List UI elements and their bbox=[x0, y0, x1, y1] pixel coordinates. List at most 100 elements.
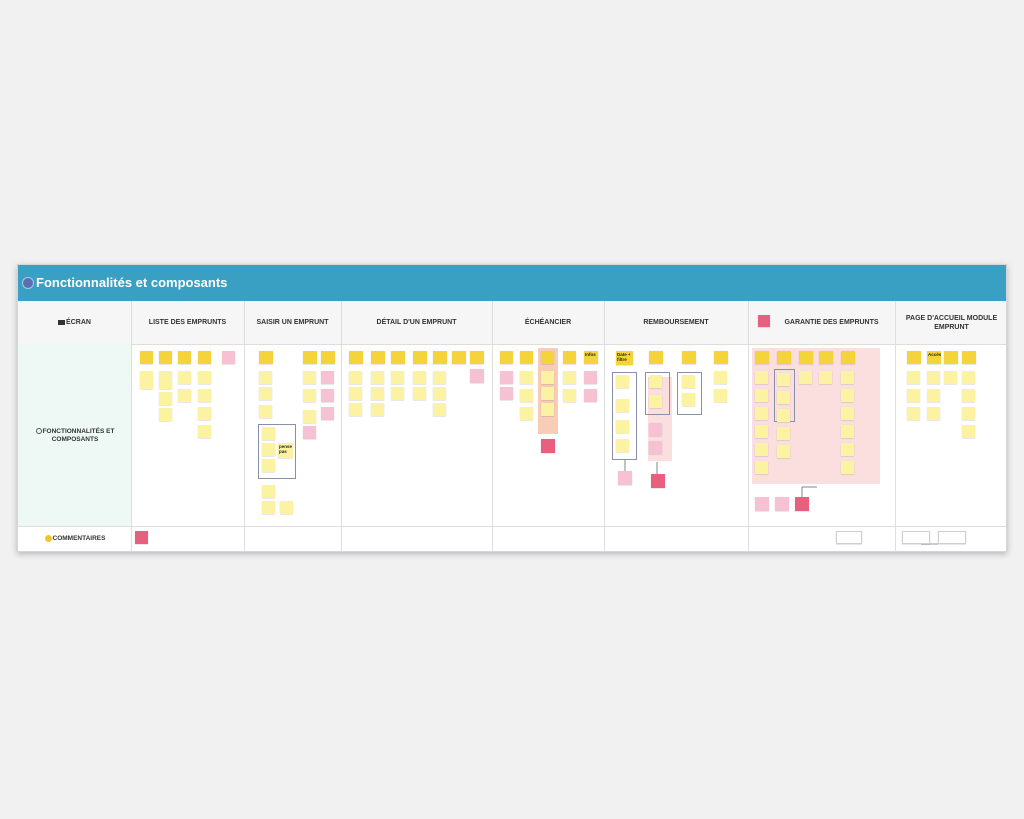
sticky-note bbox=[349, 387, 362, 400]
sticky-note bbox=[819, 351, 833, 364]
sticky-note bbox=[841, 351, 855, 364]
sticky-note bbox=[303, 426, 316, 439]
sticky-note bbox=[755, 351, 769, 364]
sticky-note bbox=[682, 375, 695, 388]
column-divider bbox=[244, 301, 245, 551]
sticky-note bbox=[649, 375, 662, 388]
board-title: Fonctionnalités et composants bbox=[36, 275, 228, 290]
column-header-garantie: GARANTIE DES EMPRUNTS bbox=[784, 319, 879, 326]
board-title-bar: Fonctionnalités et composants bbox=[18, 265, 1006, 301]
group-frame bbox=[258, 424, 296, 479]
comment-card bbox=[938, 531, 966, 544]
column-divider bbox=[131, 301, 132, 551]
sticky-note bbox=[714, 389, 727, 402]
sticky-note bbox=[777, 409, 790, 422]
sticky-note bbox=[777, 391, 790, 404]
column-header-accueil: PAGE D'ACCUEIL MODULE EMPRUNT bbox=[905, 314, 998, 331]
sticky-note bbox=[262, 427, 275, 440]
sticky-note bbox=[413, 387, 426, 400]
sticky-note-highlight: Date + filtre bbox=[616, 351, 633, 365]
group-frame bbox=[612, 372, 637, 460]
sticky-note bbox=[140, 351, 153, 364]
sticky-note bbox=[841, 371, 854, 384]
sticky-note bbox=[563, 371, 576, 384]
column-divider bbox=[492, 301, 493, 551]
sticky-note bbox=[259, 405, 272, 418]
sticky-note bbox=[349, 371, 362, 384]
sticky-note bbox=[584, 371, 597, 384]
sticky-note bbox=[349, 403, 362, 416]
sticky-note bbox=[755, 461, 768, 474]
highlight-zone bbox=[752, 348, 880, 484]
sticky-note bbox=[470, 351, 484, 364]
sticky-note bbox=[799, 351, 813, 364]
sticky-note bbox=[841, 425, 854, 438]
sticky-note bbox=[159, 351, 172, 364]
sticky-note bbox=[841, 461, 854, 474]
sticky-note-highlight: pense pas bbox=[278, 443, 293, 458]
sticky-note bbox=[303, 410, 316, 423]
column-divider bbox=[604, 301, 605, 551]
sticky-note bbox=[303, 371, 316, 384]
sticky-note bbox=[349, 351, 363, 364]
sticky-note bbox=[321, 351, 335, 364]
sticky-note bbox=[520, 371, 533, 384]
sticky-note bbox=[927, 389, 940, 402]
comment-card bbox=[902, 531, 930, 544]
sticky-note bbox=[262, 443, 275, 456]
sticky-note bbox=[819, 371, 832, 384]
sticky-note bbox=[618, 471, 632, 485]
sticky-note bbox=[500, 371, 513, 384]
sticky-note bbox=[616, 375, 629, 388]
sticky-note bbox=[391, 387, 404, 400]
row-label-comments-text: COMMENTAIRES bbox=[52, 535, 106, 543]
sticky-note bbox=[541, 387, 554, 400]
sticky-note bbox=[262, 501, 275, 514]
sticky-note bbox=[841, 443, 854, 456]
sticky-note bbox=[962, 371, 975, 384]
sticky-note bbox=[962, 425, 975, 438]
row-header-screen-label: ÉCRAN bbox=[66, 319, 91, 326]
sticky-note bbox=[159, 371, 172, 389]
sticky-note bbox=[321, 371, 334, 384]
sticky-note bbox=[541, 403, 554, 416]
sticky-note bbox=[649, 395, 662, 408]
column-header-saisir: SAISIR UN EMPRUNT bbox=[256, 319, 329, 326]
sticky-note bbox=[907, 389, 920, 402]
sticky-note bbox=[391, 371, 404, 384]
sticky-note-highlight: Infos bbox=[584, 351, 598, 364]
sticky-note bbox=[470, 369, 484, 383]
row-label-features: FONCTIONNALITÉS ET COMPOSANTS bbox=[32, 428, 118, 444]
sticky-note bbox=[452, 351, 466, 364]
sticky-note bbox=[777, 445, 790, 458]
sticky-note bbox=[755, 443, 768, 456]
sticky-note bbox=[433, 371, 446, 384]
sticky-note bbox=[178, 371, 191, 384]
column-divider bbox=[341, 301, 342, 551]
sticky-note bbox=[303, 389, 316, 402]
column-divider bbox=[895, 301, 896, 551]
sticky-note bbox=[280, 501, 293, 514]
group-frame bbox=[677, 372, 702, 415]
sticky-note bbox=[651, 474, 665, 488]
sticky-note bbox=[159, 408, 172, 421]
gear-icon bbox=[22, 277, 34, 289]
comment-card bbox=[836, 531, 862, 544]
sticky-note bbox=[907, 351, 921, 364]
sticky-note bbox=[584, 389, 597, 402]
sticky-note bbox=[962, 389, 975, 402]
sticky-note bbox=[777, 351, 791, 364]
sticky-note bbox=[198, 407, 211, 420]
sticky-note bbox=[259, 351, 273, 364]
sticky-note bbox=[795, 497, 809, 511]
column-header-echeancier: ÉCHÉANCIER bbox=[524, 319, 572, 326]
sticky-note bbox=[682, 351, 696, 364]
sticky-note-highlight: Accès bbox=[927, 351, 941, 364]
sticky-note bbox=[178, 389, 191, 402]
sticky-note bbox=[500, 351, 513, 364]
sticky-note bbox=[714, 371, 727, 384]
sticky-note bbox=[262, 459, 275, 472]
sticky-note bbox=[159, 392, 172, 405]
sticky-note bbox=[198, 389, 211, 402]
sticky-note bbox=[198, 425, 211, 438]
